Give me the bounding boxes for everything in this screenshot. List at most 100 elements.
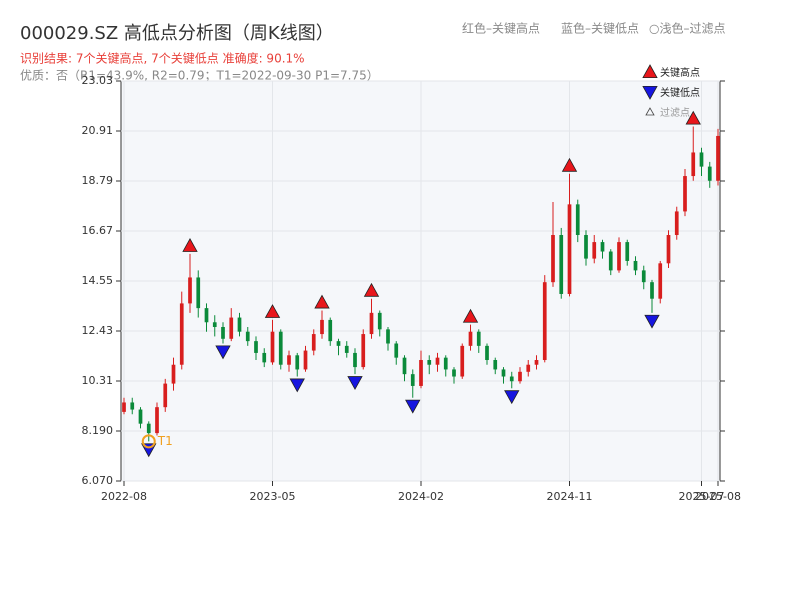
candle-body <box>460 345 465 377</box>
candle-body <box>402 357 407 375</box>
candle-body <box>419 360 423 386</box>
key-high-marker <box>264 304 281 318</box>
candle-body <box>138 409 143 424</box>
legend-label: 关键高点 <box>660 66 700 79</box>
candle-body <box>212 322 217 327</box>
candle-body <box>204 308 209 323</box>
candle-body <box>130 402 135 410</box>
x-tick-label: 2022-08 <box>101 490 147 503</box>
chart-title: 000029.SZ 高低点分析图（周K线图） <box>20 23 334 44</box>
legend-swatch <box>645 107 655 116</box>
candle-body <box>254 341 258 353</box>
candle-body <box>476 331 481 346</box>
x-tick-label: 2025-07 <box>679 490 725 503</box>
header-legend: 红色–关键高点 <box>462 21 540 36</box>
annotation-label: T1 <box>157 434 173 448</box>
candle-body <box>311 334 316 351</box>
candle-body <box>262 352 267 363</box>
candle-body <box>559 235 564 294</box>
annotation-marker <box>141 434 156 449</box>
candle-body <box>518 371 522 382</box>
x-tick-label: 2024-11 <box>547 490 593 503</box>
key-high-marker <box>462 308 479 323</box>
candle-body <box>435 357 440 365</box>
candle-body <box>501 369 506 377</box>
legend-swatch <box>642 64 658 78</box>
y-tick-label: 10.31 <box>82 374 114 387</box>
candle-body <box>699 152 704 167</box>
candle-body <box>353 352 357 368</box>
candle-body <box>683 176 687 212</box>
candle-body <box>716 135 720 181</box>
candle-body <box>468 331 473 346</box>
legend-label: 过滤点 <box>660 106 690 119</box>
candle-body <box>270 331 275 363</box>
candle-body <box>509 376 514 382</box>
candle-body <box>394 343 399 358</box>
y-tick-label: 14.55 <box>82 274 114 287</box>
candle-body <box>410 374 415 386</box>
legend-label: 关键低点 <box>660 86 700 99</box>
candle-body <box>229 317 234 339</box>
candle-body <box>427 360 432 365</box>
candle-body <box>707 166 712 181</box>
candle-body <box>122 402 126 412</box>
candle-body <box>377 312 382 330</box>
candle-body <box>278 331 283 365</box>
candle-body <box>691 152 696 177</box>
candle-body <box>551 235 555 283</box>
candle-body <box>155 407 159 434</box>
candle-body <box>534 360 539 365</box>
candle-body <box>196 277 201 309</box>
candle-body <box>237 317 242 332</box>
candle-body <box>163 383 168 408</box>
candle-body <box>369 312 374 335</box>
key-high-marker <box>685 110 701 125</box>
candle-body <box>600 242 605 252</box>
candle-body <box>287 355 291 365</box>
key-low-marker <box>289 378 305 393</box>
key-low-marker <box>215 345 231 360</box>
candle-body <box>526 364 531 372</box>
candle-body <box>493 360 498 370</box>
candle-body <box>584 235 588 259</box>
candle-body <box>542 282 547 361</box>
x-tick-label: 2024-02 <box>398 490 444 503</box>
candle-body <box>245 331 250 342</box>
y-tick-label: 20.91 <box>82 124 114 137</box>
candle-body <box>171 364 176 384</box>
legend-swatch <box>642 86 658 100</box>
header-legend: ○浅色–过滤点 <box>649 22 725 36</box>
candle-body <box>650 282 654 299</box>
y-tick-label: 6.070 <box>82 474 114 487</box>
subtitle: 识别结果: 7个关键高点, 7个关键低点 准确度: 90.1% <box>20 51 305 66</box>
key-low-marker <box>347 376 363 390</box>
candle-body <box>443 357 448 370</box>
y-tick-label: 12.43 <box>82 324 114 337</box>
key-low-marker <box>644 314 660 329</box>
candle-body <box>328 319 333 342</box>
key-high-marker <box>182 238 198 252</box>
candle-body <box>320 319 324 335</box>
candle-body <box>386 329 390 344</box>
key-high-marker <box>363 282 380 297</box>
candle-body <box>625 242 630 261</box>
key-high-marker <box>561 157 578 172</box>
candle-body <box>188 277 192 304</box>
candle-body <box>674 211 679 236</box>
candle-body <box>344 345 349 353</box>
candle-body <box>485 345 489 361</box>
x-tick-label: 2025-08 <box>695 490 741 503</box>
candle-body <box>666 235 671 264</box>
candle-body <box>146 423 151 434</box>
candle-body <box>608 251 613 271</box>
candle-body <box>592 242 597 259</box>
y-tick-label: 23.03 <box>82 74 114 87</box>
candle-body <box>633 260 638 271</box>
candle-body <box>575 204 580 236</box>
key-high-marker <box>314 294 330 309</box>
x-tick-label: 2023-05 <box>250 490 296 503</box>
candle-body <box>295 355 300 370</box>
candle-body <box>452 369 456 377</box>
